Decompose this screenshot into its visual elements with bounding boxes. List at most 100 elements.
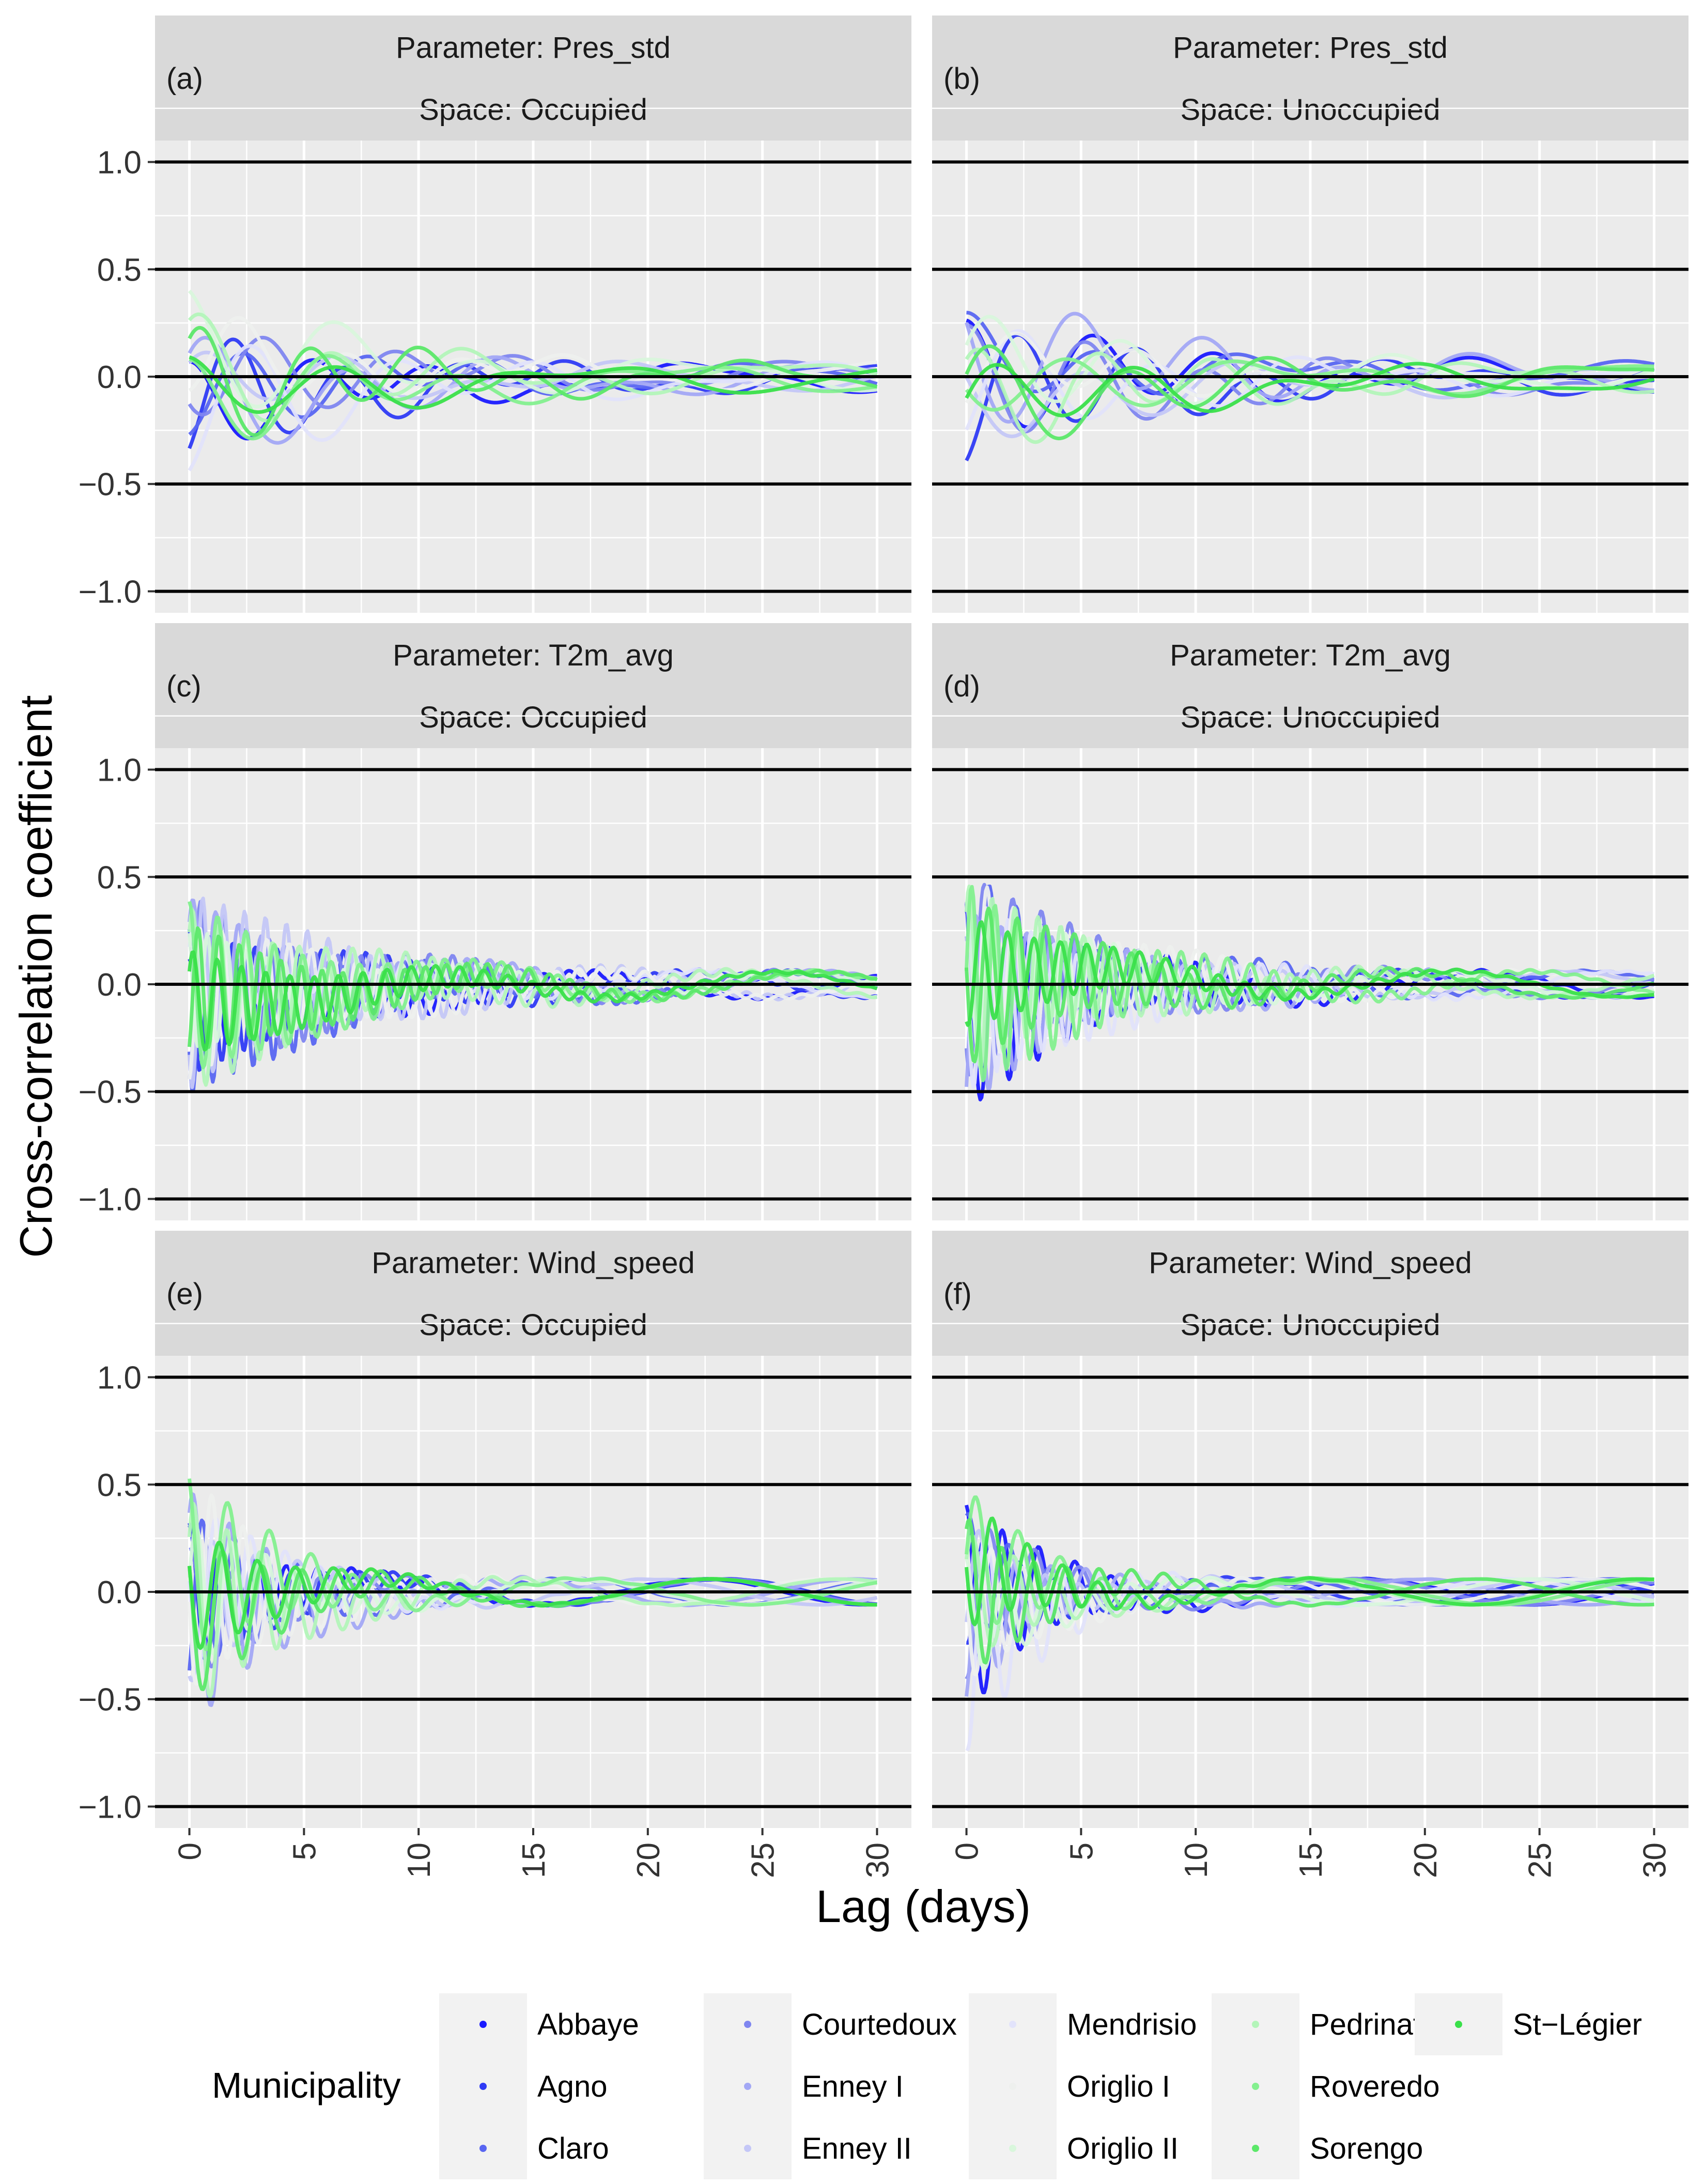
legend-key-point — [1455, 2021, 1462, 2028]
x-tick-label: 5 — [1064, 1842, 1099, 1860]
panel-tag: (d) — [943, 670, 980, 703]
legend-label: Sorengo — [1310, 2132, 1423, 2165]
legend-item: Abbaye — [439, 1993, 639, 2055]
x-tick-label: 0 — [950, 1842, 985, 1860]
facet-panels: Parameter: Pres_std Space: Occupied (a) 1.0… — [79, 16, 1688, 1878]
legend-label: Agno — [537, 2070, 607, 2103]
legend-item: St−Légier — [1415, 1993, 1642, 2055]
legend-key-point — [1252, 2021, 1259, 2028]
facet-strip — [155, 16, 911, 141]
panel-d: Parameter: T2m_avg Space: Unoccupied (d) — [932, 623, 1688, 1253]
series-line-courtedoux — [965, 1528, 1655, 1680]
legend-key-point — [744, 2083, 751, 2090]
y-tick-label: −1.0 — [79, 574, 142, 610]
legend-key-point — [479, 2083, 487, 2090]
strip-parameter-label: Parameter: T2m_avg — [1170, 639, 1451, 672]
series-line-st-l-gier — [188, 1541, 878, 1650]
series-line-st-l-gier — [965, 362, 1655, 417]
facet-strip — [932, 16, 1688, 141]
strip-parameter-label: Parameter: T2m_avg — [393, 639, 674, 672]
x-axis-title: Lag (days) — [816, 1881, 1031, 1932]
x-tick-label: 10 — [1179, 1842, 1214, 1878]
x-tick-label: 15 — [1293, 1842, 1329, 1878]
legend-item: Enney I — [704, 2055, 904, 2117]
legend-label: St−Légier — [1513, 2008, 1642, 2041]
strip-space-label: Space: Unoccupied — [1181, 1308, 1440, 1342]
panel-tag: (e) — [166, 1277, 203, 1311]
legend-key-point — [479, 2021, 487, 2028]
panel-b: Parameter: Pres_std Space: Unoccupied (b) — [932, 16, 1688, 646]
legend-item: Roveredo — [1212, 2055, 1439, 2117]
y-tick-label: −0.5 — [79, 1075, 142, 1110]
panel-f: Parameter: Wind_speed Space: Unoccupied (f… — [932, 1231, 1688, 1878]
legend-item: Pedrinate — [1212, 1993, 1438, 2055]
legend-key-point — [1252, 2083, 1259, 2090]
panel-tag: (f) — [943, 1277, 972, 1311]
legend-label: Enney II — [802, 2132, 912, 2165]
y-tick-label: −1.0 — [79, 1182, 142, 1217]
legend-item: Claro — [439, 2117, 609, 2179]
series-line-origlio-i — [188, 316, 878, 395]
y-tick-label: 0.0 — [97, 360, 142, 395]
x-tick-label: 15 — [516, 1842, 552, 1878]
legend-key-point — [1009, 2083, 1016, 2090]
x-tick-label: 5 — [287, 1842, 322, 1860]
x-tick-label: 25 — [746, 1842, 781, 1878]
facet-strip — [155, 623, 911, 748]
legend-key-point — [479, 2145, 487, 2152]
legend-key-point — [1009, 2021, 1016, 2028]
y-tick-label: 0.5 — [97, 252, 142, 288]
legend-item: Mendrisio — [969, 1993, 1197, 2055]
series-group — [965, 1495, 1655, 1752]
legend-label: Courtedoux — [802, 2008, 957, 2041]
y-tick-label: 1.0 — [97, 753, 142, 788]
legend-item: Sorengo — [1212, 2117, 1423, 2179]
x-tick-label: 25 — [1523, 1842, 1558, 1878]
x-tick-label: 30 — [1637, 1842, 1672, 1878]
series-line-roveredo — [188, 901, 878, 1070]
y-tick-label: 0.0 — [97, 1575, 142, 1610]
x-tick-label: 30 — [860, 1842, 895, 1878]
strip-space-label: Space: Unoccupied — [1181, 93, 1440, 127]
y-tick-label: 0.5 — [97, 1467, 142, 1503]
legend: Municipality Abbaye Agno Claro Courtedoux En… — [212, 1993, 1642, 2179]
series-line-st-l-gier — [188, 950, 878, 1052]
strip-space-label: Space: Occupied — [419, 1308, 647, 1342]
series-group — [188, 896, 878, 1093]
facet-strip — [932, 1231, 1688, 1356]
legend-item: Enney II — [704, 2117, 912, 2179]
y-axis-title: Cross-correlation coefficient — [10, 695, 61, 1258]
panel-a: Parameter: Pres_std Space: Occupied (a) 1.0… — [79, 16, 911, 646]
panel-tag: (a) — [166, 62, 203, 96]
series-line-st-l-gier — [965, 1516, 1655, 1627]
legend-label: Claro — [537, 2132, 609, 2165]
series-line-origlio-ii — [188, 289, 878, 409]
legend-item: Agno — [439, 2055, 607, 2117]
legend-label: Origlio I — [1067, 2070, 1170, 2103]
panel-tag: (c) — [166, 670, 202, 703]
x-tick-label: 10 — [401, 1842, 437, 1878]
strip-parameter-label: Parameter: Pres_std — [396, 31, 671, 65]
legend-label: Mendrisio — [1067, 2008, 1197, 2041]
legend-title: Municipality — [212, 2065, 401, 2105]
panel-tag: (b) — [943, 62, 980, 96]
series-line-origlio-ii — [965, 1557, 1655, 1671]
series-line-st-l-gier — [189, 355, 878, 414]
y-tick-label: 0.0 — [97, 967, 142, 1003]
x-tick-label: 0 — [173, 1842, 208, 1860]
panel-c: Parameter: T2m_avg Space: Occupied (c) 1.0 0… — [79, 623, 911, 1253]
legend-item: Origlio II — [969, 2117, 1179, 2179]
strip-space-label: Space: Occupied — [419, 93, 647, 127]
strip-parameter-label: Parameter: Pres_std — [1173, 31, 1448, 65]
series-line-mendrisio — [965, 1525, 1655, 1752]
y-tick-label: 1.0 — [97, 145, 142, 181]
y-tick-label: −1.0 — [79, 1789, 142, 1825]
legend-key-point — [744, 2021, 751, 2028]
x-tick-label: 20 — [631, 1842, 667, 1878]
legend-label: Origlio II — [1067, 2132, 1179, 2165]
y-tick-label: 0.5 — [97, 860, 142, 895]
strip-parameter-label: Parameter: Wind_speed — [371, 1246, 694, 1280]
series-line-sorengo — [965, 344, 1655, 441]
legend-key-point — [1252, 2145, 1259, 2152]
